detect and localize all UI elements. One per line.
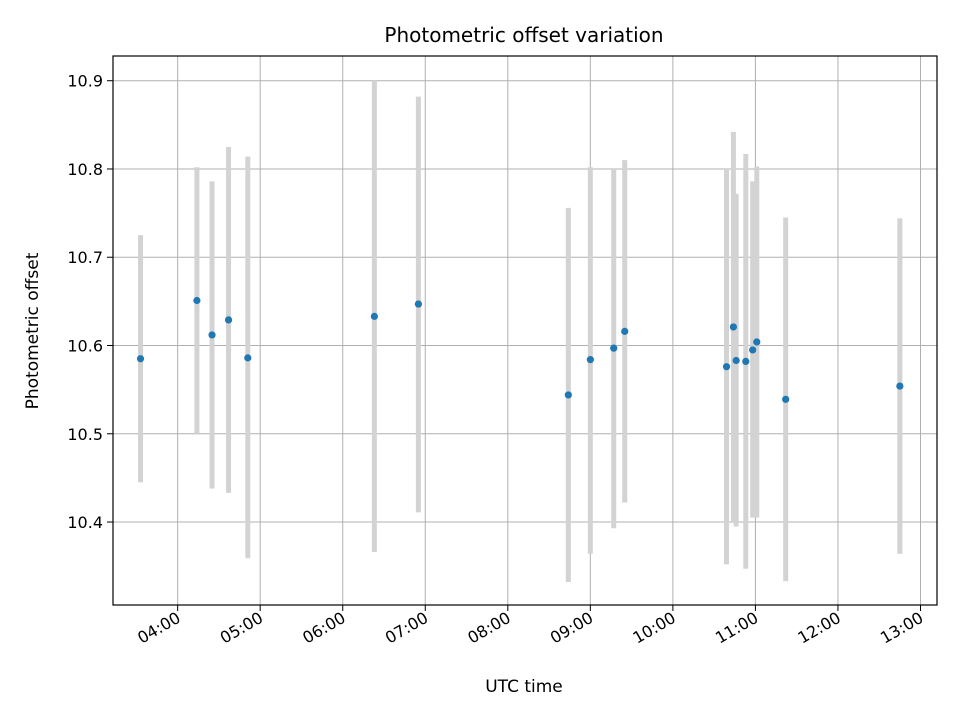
y-tick-label: 10.7 [67,248,103,267]
data-point [610,344,618,352]
data-point [414,300,422,308]
y-tick-label: 10.6 [67,337,103,356]
data-point [782,395,790,403]
x-tick-label: 08:00 [464,608,513,648]
x-tick-label: 11:00 [712,608,761,648]
grid-lines [113,56,937,605]
data-point [193,296,201,305]
data-point [621,327,629,335]
x-tick-label: 04:00 [134,608,183,648]
x-tick-label: 10:00 [629,608,678,648]
y-tick-label: 10.5 [67,425,103,444]
x-axis-title: UTC time [485,677,563,697]
data-point [208,331,216,339]
data-point [753,338,761,346]
y-axis-ticks: 10.4 10.5 10.6 10.7 10.8 10.9 [67,72,113,532]
y-axis-title: Photometric offset [23,252,43,409]
y-tick-label: 10.4 [67,513,103,532]
data-point [564,391,572,399]
y-tick-label: 10.8 [67,160,103,179]
x-tick-label: 07:00 [382,608,431,648]
data-point [729,323,738,331]
data-point [749,346,757,354]
y-tick-label: 10.9 [67,72,103,91]
data-point [896,382,904,390]
x-tick-label: 05:00 [217,608,266,648]
data-point [224,316,233,324]
x-tick-label: 12:00 [795,608,844,648]
data-point [742,357,750,365]
x-axis-ticks: 04:00 05:00 06:00 07:00 08:00 09:00 10:00 11:00… [134,605,926,648]
error-bars [138,80,903,583]
x-tick-label: 13:00 [877,608,926,648]
x-tick-label: 09:00 [547,608,596,648]
data-point [244,354,252,362]
chart-title: Photometric offset variation [384,23,663,47]
data-point [732,356,740,365]
data-points [136,296,904,403]
plot-frame [112,55,938,606]
data-point [722,363,731,371]
data-point [370,312,378,320]
x-tick-label: 06:00 [299,608,348,648]
data-point [586,356,594,364]
data-point [136,355,145,363]
